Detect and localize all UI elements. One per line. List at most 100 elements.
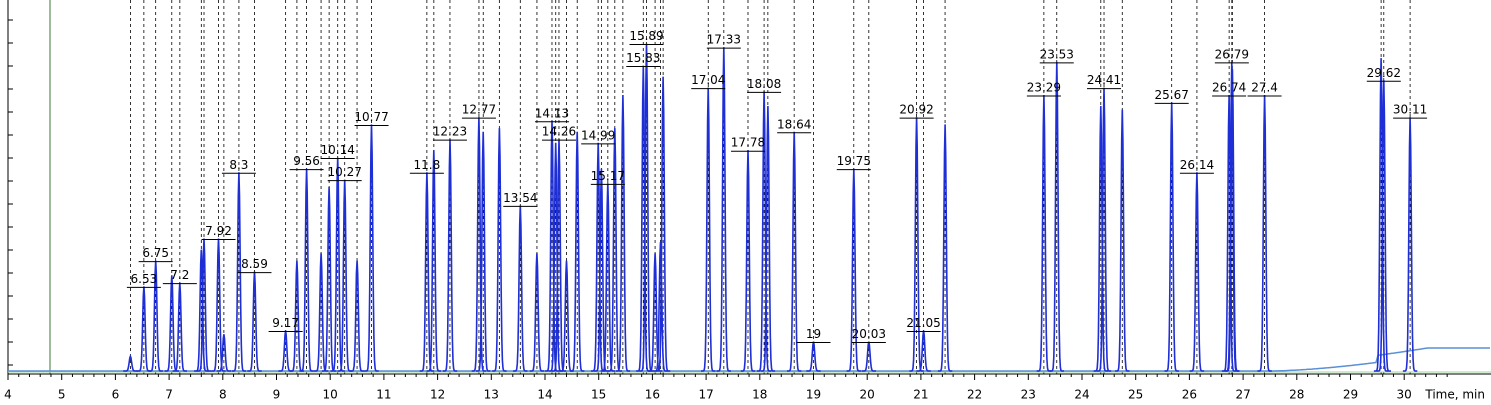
peak: [1221, 94, 1237, 372]
x-tick-label: 28: [1289, 388, 1304, 402]
peak: [1049, 61, 1064, 372]
peak: [364, 124, 379, 372]
peak-label: 6.75: [142, 246, 169, 260]
x-tick-label: 11: [376, 388, 391, 402]
x-tick-label: 29: [1343, 388, 1358, 402]
peak: [299, 168, 314, 372]
peak: [1189, 172, 1205, 372]
peaks: [123, 43, 1418, 372]
peak-label: 12.23: [433, 125, 467, 139]
x-tick-label: 23: [1021, 388, 1036, 402]
peak: [216, 334, 232, 372]
peak: [653, 242, 668, 372]
peak-label: 17.33: [707, 33, 741, 47]
peak-label: 18.08: [747, 77, 781, 91]
x-tick-label: 13: [484, 388, 499, 402]
peak: [211, 238, 226, 372]
x-tick-label: 17: [698, 388, 713, 402]
peak: [701, 87, 716, 372]
x-tick-label: 8: [219, 388, 227, 402]
baseline-trace: [8, 347, 1490, 372]
peak-label: 19.75: [837, 154, 871, 168]
peak-label: 9.17: [272, 316, 299, 330]
peak: [600, 183, 615, 372]
peak-label: 10.77: [354, 110, 388, 124]
x-tick-label: 18: [752, 388, 767, 402]
peak-label: 14.26: [542, 125, 576, 139]
peak: [544, 120, 560, 372]
peak: [639, 43, 654, 372]
peak-label: 23.53: [1040, 47, 1074, 61]
x-tick-label: 15: [591, 388, 606, 402]
x-tick-label: 27: [1235, 388, 1250, 402]
peak: [861, 341, 876, 372]
baseline-trace: [8, 347, 1490, 372]
peak-label: 26.74: [1212, 81, 1246, 95]
peak: [194, 249, 209, 372]
peak-label: 26.14: [1180, 158, 1214, 172]
peak-label: 17.04: [691, 73, 725, 87]
peak-label: 24.41: [1087, 73, 1121, 87]
x-tick-label: 16: [645, 388, 660, 402]
peak-label: 19: [806, 327, 821, 341]
peak-label: 20.03: [852, 327, 886, 341]
peak: [1164, 102, 1179, 372]
x-tick-label: 21: [913, 388, 928, 402]
peak: [787, 131, 802, 372]
x-tick-label: 9: [273, 388, 281, 402]
x-tick-label: 14: [537, 388, 552, 402]
peak-label: 26.79: [1215, 47, 1249, 61]
peak-label: 10.27: [328, 165, 362, 179]
x-tick-label: 6: [112, 388, 120, 402]
peak: [278, 330, 293, 372]
peak: [846, 168, 861, 372]
peak-label: 15.89: [629, 29, 663, 43]
peak: [513, 205, 528, 372]
peak: [806, 341, 821, 372]
peak-label: 17.78: [731, 136, 765, 150]
peak-label: 10.14: [321, 143, 355, 157]
peak-label: 21.05: [906, 316, 940, 330]
x-ticks: 4 5 6 7 8 9 10 11 12 13 14 15 16 17 18 19 20 21 22 23 24 25 26…: [4, 19, 1448, 402]
peak-label: 14.99: [581, 128, 615, 142]
x-tick-label: 12: [430, 388, 445, 402]
x-tick-label: 20: [860, 388, 875, 402]
peak: [231, 172, 247, 372]
peak: [1257, 94, 1272, 372]
x-tick-label: 5: [58, 388, 66, 402]
x-tick-label: 25: [1128, 388, 1143, 402]
peak-label: 27.4: [1251, 81, 1278, 95]
peak-label: 15.17: [591, 169, 625, 183]
peak: [172, 282, 187, 372]
peak: [655, 76, 671, 372]
x-tick-label: 10: [323, 388, 338, 402]
peak-label: 12.77: [462, 103, 496, 117]
peak: [1096, 87, 1112, 372]
peak-label: 23.29: [1027, 81, 1061, 95]
peak: [1115, 109, 1130, 372]
peak: [1373, 58, 1389, 372]
peak-label: 20.92: [899, 103, 933, 117]
peak: [1093, 105, 1108, 372]
peak-label: 9.56: [293, 154, 320, 168]
peak: [615, 94, 631, 372]
x-tick-label: 24: [1074, 388, 1089, 402]
peak-label: 14.13: [535, 106, 569, 120]
peak: [471, 117, 487, 372]
peak: [247, 271, 262, 372]
peak: [740, 150, 756, 372]
peak-label: 11.8: [414, 158, 441, 172]
peak: [909, 117, 924, 372]
x-tick-label: 19: [806, 388, 821, 402]
peak-label: 29.62: [1367, 66, 1401, 80]
x-axis-label: Time, min: [1424, 388, 1485, 402]
peak: [196, 238, 212, 372]
peak: [570, 131, 585, 372]
peak-label: 7.92: [205, 224, 232, 238]
peak: [716, 47, 731, 372]
peak-label: 18.64: [777, 117, 811, 131]
peak: [330, 157, 345, 372]
peak-label: 8.3: [229, 158, 248, 172]
